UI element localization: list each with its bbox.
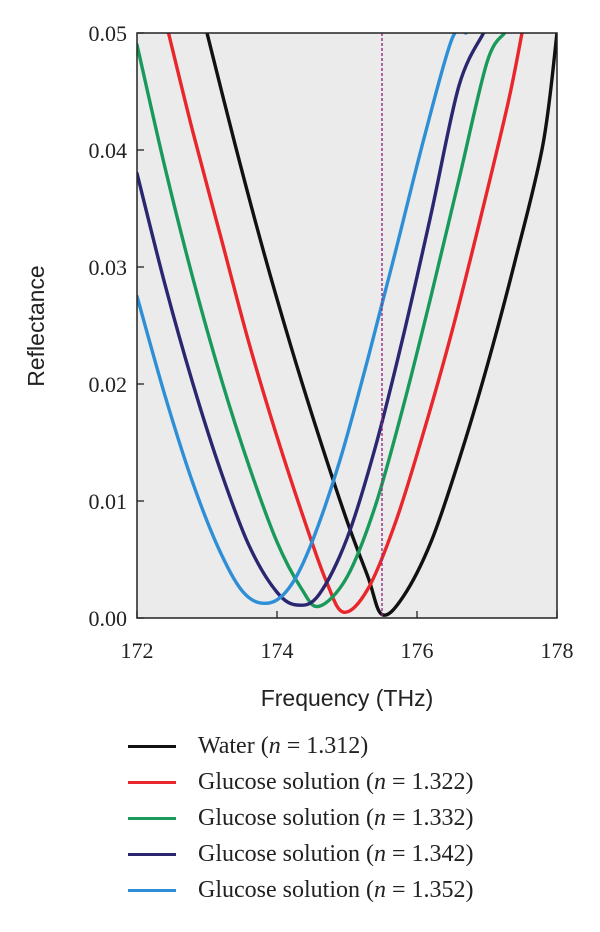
legend-label: Glucose solution (n = 1.322) [198,768,474,795]
legend-label: Water (n = 1.312) [198,732,369,759]
y-axis: 0.00 0.01 0.02 0.03 0.04 0.05 [89,21,144,631]
series-line-5 [137,33,468,606]
y-tick-label: 0.00 [89,606,128,631]
legend-label: Glucose solution (n = 1.342) [198,840,474,867]
legend-item: Water (n = 1.312) [128,728,474,764]
legend-label: Glucose solution (n = 1.332) [198,804,474,831]
plot-background [137,33,557,618]
legend-item: Glucose solution (n = 1.342) [128,836,474,872]
legend-swatch [128,852,176,856]
legend-label: Glucose solution (n = 1.352) [198,876,474,903]
legend-swatch [128,888,176,892]
x-tick-label: 176 [401,638,434,663]
legend-swatch [128,780,176,784]
series-line-2 [166,33,524,614]
y-tick-label: 0.04 [89,138,128,163]
y-tick-label: 0.03 [89,255,128,280]
legend-item: Glucose solution (n = 1.352) [128,872,474,908]
legend-item: Glucose solution (n = 1.332) [128,800,474,836]
series-line-4 [137,33,486,607]
x-tick-label: 174 [261,638,294,663]
y-axis-title: Reflectance [23,265,49,386]
plot-area [136,32,558,619]
x-tick-label: 172 [121,638,154,663]
series-line-3 [137,33,507,609]
plot-frame [136,32,558,619]
x-axis-title: Frequency (THz) [261,685,434,711]
reflectance-chart: 172 174 176 178 0.00 0.01 0.02 0.03 0.04 0.05 Fr… [23,21,574,711]
y-tick-label: 0.05 [89,21,128,46]
legend-swatch [128,744,176,748]
y-tick-label: 0.01 [89,489,128,514]
legend: Water (n = 1.312) Glucose solution (n = 1… [128,728,474,908]
y-tick-label: 0.02 [89,372,128,397]
legend-item: Glucose solution (n = 1.322) [128,764,474,800]
x-tick-label: 178 [541,638,574,663]
legend-swatch [128,816,176,820]
x-axis: 172 174 176 178 [121,611,574,663]
